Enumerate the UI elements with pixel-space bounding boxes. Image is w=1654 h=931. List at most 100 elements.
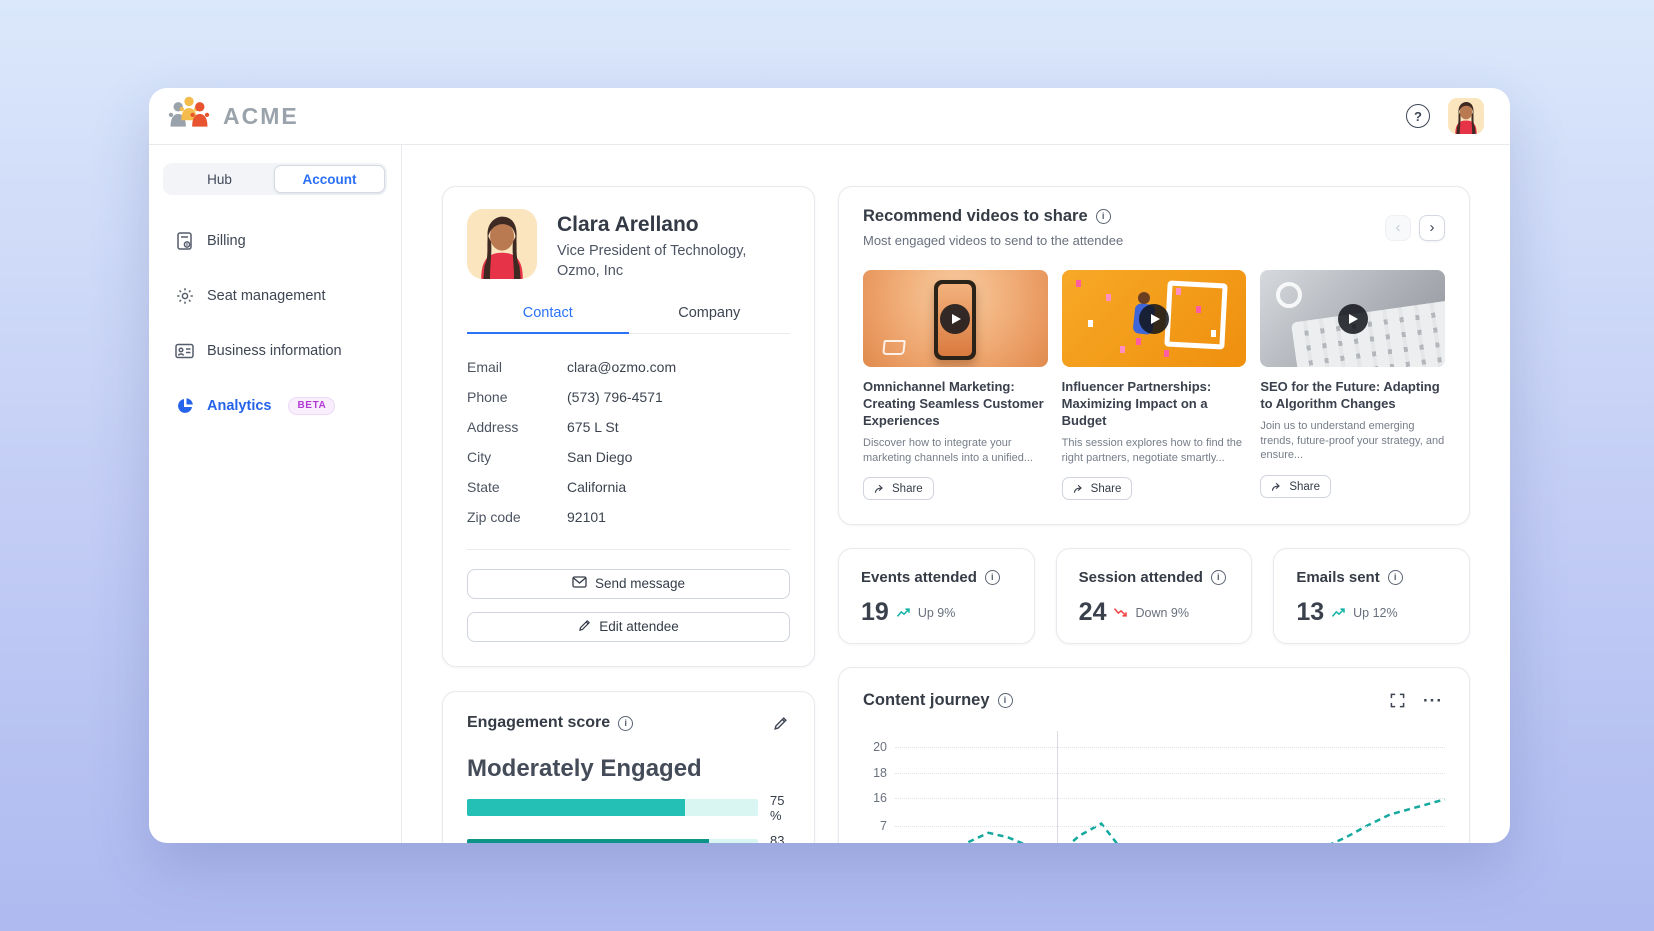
journey-y-axis: 201816765 [863, 737, 895, 843]
gear-icon [175, 286, 194, 305]
stat-card-events-attended: Events attended i 19 Up 9% [838, 548, 1035, 645]
info-icon[interactable]: i [997, 693, 1013, 709]
main-content: Clara Arellano Vice President of Technol… [402, 145, 1510, 843]
info-icon[interactable]: i [618, 715, 634, 731]
sidebar-item-seat-management[interactable]: Seat management [167, 276, 383, 315]
sidebar-item-analytics[interactable]: Analytics BETA [167, 386, 383, 425]
fullscreen-icon[interactable] [1388, 691, 1407, 710]
hub-account-toggle: Hub Account [163, 163, 387, 195]
info-icon[interactable]: i [1095, 209, 1111, 224]
send-message-label: Send message [594, 576, 686, 592]
field-row-state: State California [467, 472, 790, 502]
confetti-graphic [1075, 280, 1081, 287]
stat-title: Events attended [861, 569, 977, 587]
field-label: Phone [467, 388, 508, 405]
gridline [895, 773, 1445, 775]
journey-crosshair [1057, 731, 1059, 843]
video-card[interactable]: Omnichannel Marketing: Creating Seamless… [863, 270, 1048, 501]
help-icon[interactable]: ? [1406, 104, 1430, 128]
field-value: (573) 796-4571 [567, 388, 663, 405]
brand-name: ACME [223, 102, 299, 129]
field-label: Zip code [467, 508, 521, 525]
engagement-header: Engagement score i [467, 714, 790, 733]
engagement-level: Moderately Engaged [467, 754, 702, 782]
video-title: SEO for the Future: Adapting to Algorith… [1260, 379, 1440, 411]
info-icon[interactable]: i [984, 570, 1000, 586]
id-card-icon [175, 341, 194, 360]
more-options-icon[interactable]: ··· [1423, 691, 1443, 711]
field-row-city: City San Diego [467, 442, 790, 472]
divider [467, 548, 790, 550]
share-button[interactable]: Share [1260, 475, 1332, 499]
field-row-zip: Zip code 92101 [467, 502, 790, 532]
sidebar-item-billing[interactable]: Billing [167, 221, 383, 260]
video-thumbnail-influencer[interactable] [1061, 270, 1247, 367]
engagement-bar-fill [467, 839, 709, 843]
video-card[interactable]: SEO for the Future: Adapting to Algorith… [1260, 270, 1446, 500]
app-window: ACME ? Hub Account Billing [149, 88, 1510, 843]
attendee-avatar [467, 209, 537, 279]
sidebar-nav: Billing Seat management Business informa… [163, 221, 387, 425]
sidebar: Hub Account Billing Seat management [149, 145, 402, 843]
share-label: Share [1090, 482, 1122, 495]
carousel-prev-icon[interactable]: ‹ [1385, 214, 1411, 241]
share-button[interactable]: Share [863, 477, 934, 501]
trend-up-icon [896, 607, 911, 618]
tab-contact[interactable]: Contact [467, 305, 629, 335]
field-value: 675 L St [567, 418, 619, 435]
tab-hub[interactable]: Hub [165, 165, 274, 193]
recommended-videos-card: Recommend videos to share i Most engaged… [838, 186, 1470, 526]
share-label: Share [892, 482, 923, 495]
video-card[interactable]: Influencer Partnerships: Maximizing Impa… [1061, 270, 1247, 501]
billing-icon [175, 231, 194, 250]
envelope-icon [572, 576, 587, 591]
video-thumbnail-seo[interactable] [1260, 270, 1446, 367]
tab-company[interactable]: Company [678, 305, 741, 322]
video-description: Discover how to integrate your marketing… [863, 436, 1033, 464]
field-row-email: Email clara@ozmo.com [467, 352, 790, 382]
profile-identity: Clara Arellano Vice President of Technol… [557, 209, 790, 281]
journey-line-svg [964, 798, 1446, 843]
share-icon [1272, 483, 1281, 492]
pencil-icon [578, 619, 591, 635]
trend-label: Up 9% [917, 605, 956, 620]
info-icon[interactable]: i [1387, 570, 1403, 586]
sidebar-item-label: Seat management [207, 287, 326, 304]
app-body: Hub Account Billing Seat management [149, 145, 1510, 843]
person-graphic [1137, 292, 1150, 304]
sidebar-item-business-information[interactable]: Business information [167, 331, 383, 370]
y-tick-label: 7 [880, 819, 887, 834]
video-thumbnail-ecommerce[interactable] [863, 270, 1048, 367]
field-value: San Diego [567, 448, 633, 465]
attendee-title: Vice President of Technology, Ozmo, Inc [557, 243, 747, 279]
engagement-score-card: Engagement score i Moderately Engaged 75… [442, 690, 815, 843]
y-tick-label: 18 [873, 766, 887, 781]
edit-engagement-icon[interactable] [771, 714, 790, 733]
edit-attendee-label: Edit attendee [599, 619, 679, 635]
cart-graphic [882, 340, 906, 355]
journey-line [964, 798, 1446, 843]
engagement-bar-label: 75 % [770, 792, 785, 823]
gridline [895, 826, 1445, 828]
trend-down-icon [1113, 607, 1128, 618]
info-icon[interactable]: i [1210, 570, 1226, 586]
attendee-name: Clara Arellano [557, 213, 699, 236]
videos-title: Recommend videos to share [863, 207, 1088, 225]
share-button[interactable]: Share [1061, 477, 1133, 501]
stats-row: Events attended i 19 Up 9% [838, 548, 1471, 645]
tab-account[interactable]: Account [274, 165, 385, 193]
stat-card-session-attended: Session attended i 24 Down 9% [1055, 548, 1253, 645]
field-value: California [567, 478, 627, 495]
edit-attendee-button[interactable]: Edit attendee [467, 611, 790, 642]
send-message-button[interactable]: Send message [467, 568, 790, 599]
stat-value: 13 [1296, 598, 1325, 627]
gridline [895, 747, 1445, 749]
carousel-next-icon[interactable]: › [1419, 214, 1445, 241]
engagement-bar-row: 83 % [467, 833, 790, 843]
engagement-bar-fill [467, 799, 686, 817]
user-avatar[interactable] [1448, 98, 1484, 134]
play-icon [1337, 303, 1368, 334]
engagement-title: Engagement score [467, 714, 611, 732]
frame-graphic [1164, 280, 1229, 350]
play-icon [940, 303, 971, 334]
